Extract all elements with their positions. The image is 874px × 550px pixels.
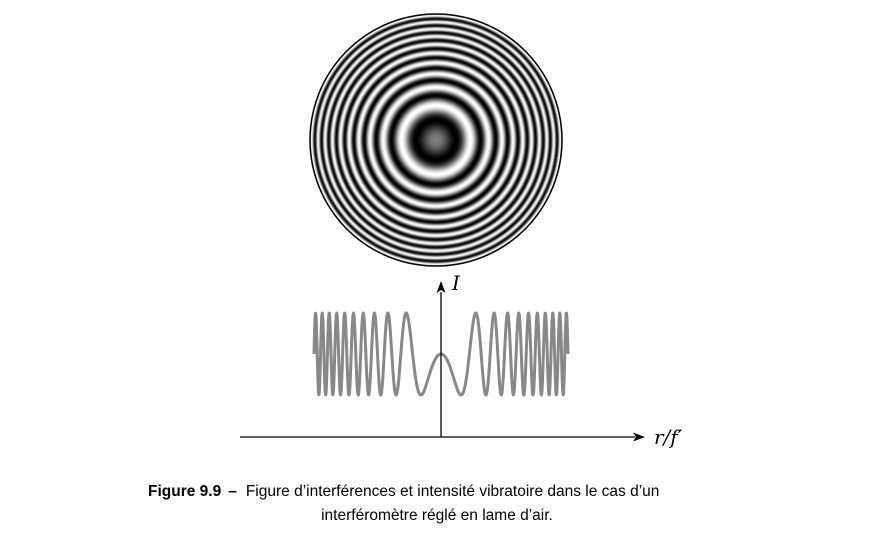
y-axis-label: I (451, 271, 461, 295)
intensity-plot: I r/f′ (240, 271, 683, 449)
figure-number: Figure 9.9 (148, 483, 222, 500)
interference-ring-pattern (309, 13, 563, 267)
caption-line-1: Figure 9.9– Figure d’interférences et int… (148, 481, 659, 503)
caption-text-line-1: Figure d’interférences et intensité vibr… (245, 483, 660, 500)
ring-disc-edge (309, 13, 563, 267)
y-axis-arrow (436, 281, 446, 293)
caption-text-line-2: interféromètre réglé en lame d’air. (321, 507, 553, 524)
interference-figure: I r/f′ (240, 13, 683, 449)
x-axis-label: r/f′ (654, 425, 683, 449)
x-axis-arrow (633, 432, 645, 442)
ring-image (310, 14, 562, 266)
caption-separator: – (228, 483, 237, 500)
